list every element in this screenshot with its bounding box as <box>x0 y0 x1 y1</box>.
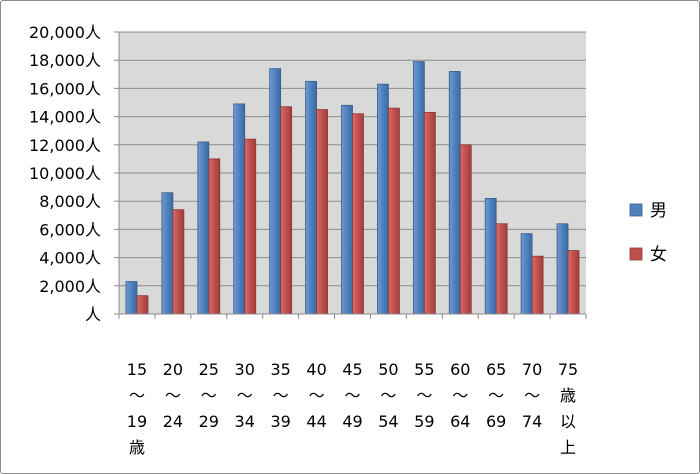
x-tick-label: 59 <box>414 412 434 431</box>
x-tick-label: 29 <box>199 412 219 431</box>
legend: 男女 <box>629 201 667 265</box>
y-tick-labels: 人 2,000人 4,000人 6,000人 8,000人 10,000人 12,000人 1… <box>29 23 101 324</box>
y-tick-label: 12,000人 <box>29 136 101 155</box>
x-tick-label: 75 <box>558 360 578 379</box>
x-tick-label: 60 <box>450 360 470 379</box>
bar-female <box>531 255 544 315</box>
x-tick-label: 以 <box>560 412 576 431</box>
bar-female <box>316 109 328 315</box>
x-tick-label: 15 <box>127 360 147 379</box>
x-tick-label: ～ <box>344 386 360 405</box>
bar-male <box>161 192 174 315</box>
x-tick-label: 歳 <box>129 438 145 457</box>
x-tick-label: 54 <box>378 412 398 431</box>
x-tick-label: ～ <box>488 386 504 405</box>
x-tick-label: 44 <box>306 412 326 431</box>
x-tick-label: ～ <box>309 386 325 405</box>
y-tick-label: 4,000人 <box>39 249 101 268</box>
bar-male <box>556 223 569 315</box>
legend-label: 女 <box>650 245 667 265</box>
x-tick-label: ～ <box>165 386 181 405</box>
bar-male <box>125 281 138 315</box>
x-tick-label: ～ <box>273 386 289 405</box>
x-tick-label: ～ <box>416 386 432 405</box>
x-tick-label: 19 <box>127 412 147 431</box>
bar-female <box>388 107 400 315</box>
x-tick-label: 40 <box>306 360 326 379</box>
x-tick-label: 24 <box>163 412 183 431</box>
bar-male <box>448 71 461 315</box>
legend-label: 男 <box>650 201 667 221</box>
bar-male <box>484 197 497 315</box>
bar-male <box>520 233 533 315</box>
y-tick-label: 20,000人 <box>29 23 101 42</box>
bar-female <box>567 250 580 315</box>
x-tick-label: ～ <box>380 386 396 405</box>
bar-male <box>412 61 425 315</box>
x-tick-label: 74 <box>522 412 542 431</box>
x-tick-label: 55 <box>414 360 434 379</box>
bar-male <box>305 80 317 315</box>
y-tick-label: 10,000人 <box>29 164 101 183</box>
x-tick-label: 34 <box>235 412 255 431</box>
x-tick-label: 69 <box>486 412 506 431</box>
legend-swatch <box>629 203 643 217</box>
y-tick-label: 18,000人 <box>29 51 101 70</box>
x-tick-label: 20 <box>163 360 183 379</box>
y-tick-label: 人 <box>85 305 101 324</box>
x-tick-labels: 15 ～ 19 歳 20 ～ 24 25 ～ 29 30 ～ 34 35 ～ 39 40 ～ 44 45 ～ 49 50 ～ 5… <box>127 360 578 457</box>
x-tick-label: 50 <box>378 360 398 379</box>
x-tick-label: ～ <box>201 386 217 405</box>
bar-male <box>197 141 210 315</box>
y-tick-label: 2,000人 <box>39 277 101 296</box>
bar-female <box>352 113 364 315</box>
x-tick-label: 35 <box>270 360 290 379</box>
x-tick-label: 64 <box>450 412 470 431</box>
x-tick-label: 49 <box>342 412 362 431</box>
bar-female <box>172 209 185 315</box>
y-tick-label: 6,000人 <box>39 220 101 239</box>
x-tick-label: 39 <box>270 412 290 431</box>
bar-male <box>269 68 282 315</box>
bar-female <box>495 223 508 315</box>
x-tick-label: 45 <box>342 360 362 379</box>
x-tick-label: ～ <box>129 386 145 405</box>
x-tick-label: ～ <box>452 386 468 405</box>
x-tick-label: 70 <box>522 360 542 379</box>
y-tick-label: 16,000人 <box>29 79 101 98</box>
bar-female <box>208 158 221 315</box>
axes <box>118 32 587 319</box>
x-tick-label: 上 <box>560 438 576 457</box>
bar-female <box>280 106 293 315</box>
bar-female <box>423 111 436 315</box>
x-tick-label: 歳 <box>560 386 576 405</box>
bar-male <box>377 83 389 315</box>
legend-swatch <box>629 247 643 261</box>
bar-female <box>244 138 257 315</box>
bar-male <box>233 103 246 315</box>
x-tick-label: 65 <box>486 360 506 379</box>
bar-male <box>341 104 353 315</box>
bar-female <box>459 144 472 315</box>
y-tick-label: 8,000人 <box>39 192 101 211</box>
x-tick-label: 25 <box>199 360 219 379</box>
x-tick-label: 30 <box>235 360 255 379</box>
bar-female <box>136 295 149 315</box>
y-tick-label: 14,000人 <box>29 108 101 127</box>
x-tick-label: ～ <box>524 386 540 405</box>
x-tick-label: ～ <box>237 386 253 405</box>
